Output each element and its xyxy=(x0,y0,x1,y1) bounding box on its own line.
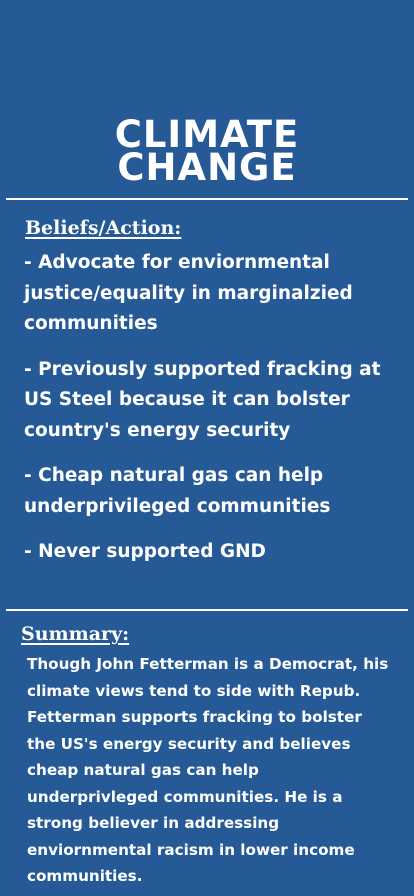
summary-heading: Summary: xyxy=(21,623,130,645)
top-divider xyxy=(6,198,408,200)
summary-text: Though John Fetterman is a Democrat, his… xyxy=(27,655,389,885)
belief-item: - Never supported GND xyxy=(24,541,266,562)
beliefs-list: - Advocate for enviornmental justice/equ… xyxy=(24,248,396,583)
belief-item: - Cheap natural gas can help underprivil… xyxy=(24,465,331,517)
middle-divider xyxy=(6,609,408,611)
belief-item: - Previously supported fracking at US St… xyxy=(24,358,381,441)
title-line-1: CLIMATE xyxy=(114,113,300,156)
page-title: CLIMATE CHANGE xyxy=(0,113,414,189)
title-line-2: CHANGE xyxy=(117,146,297,189)
belief-item: - Advocate for enviornmental justice/equ… xyxy=(24,252,353,334)
beliefs-heading: Beliefs/Action: xyxy=(25,217,182,239)
